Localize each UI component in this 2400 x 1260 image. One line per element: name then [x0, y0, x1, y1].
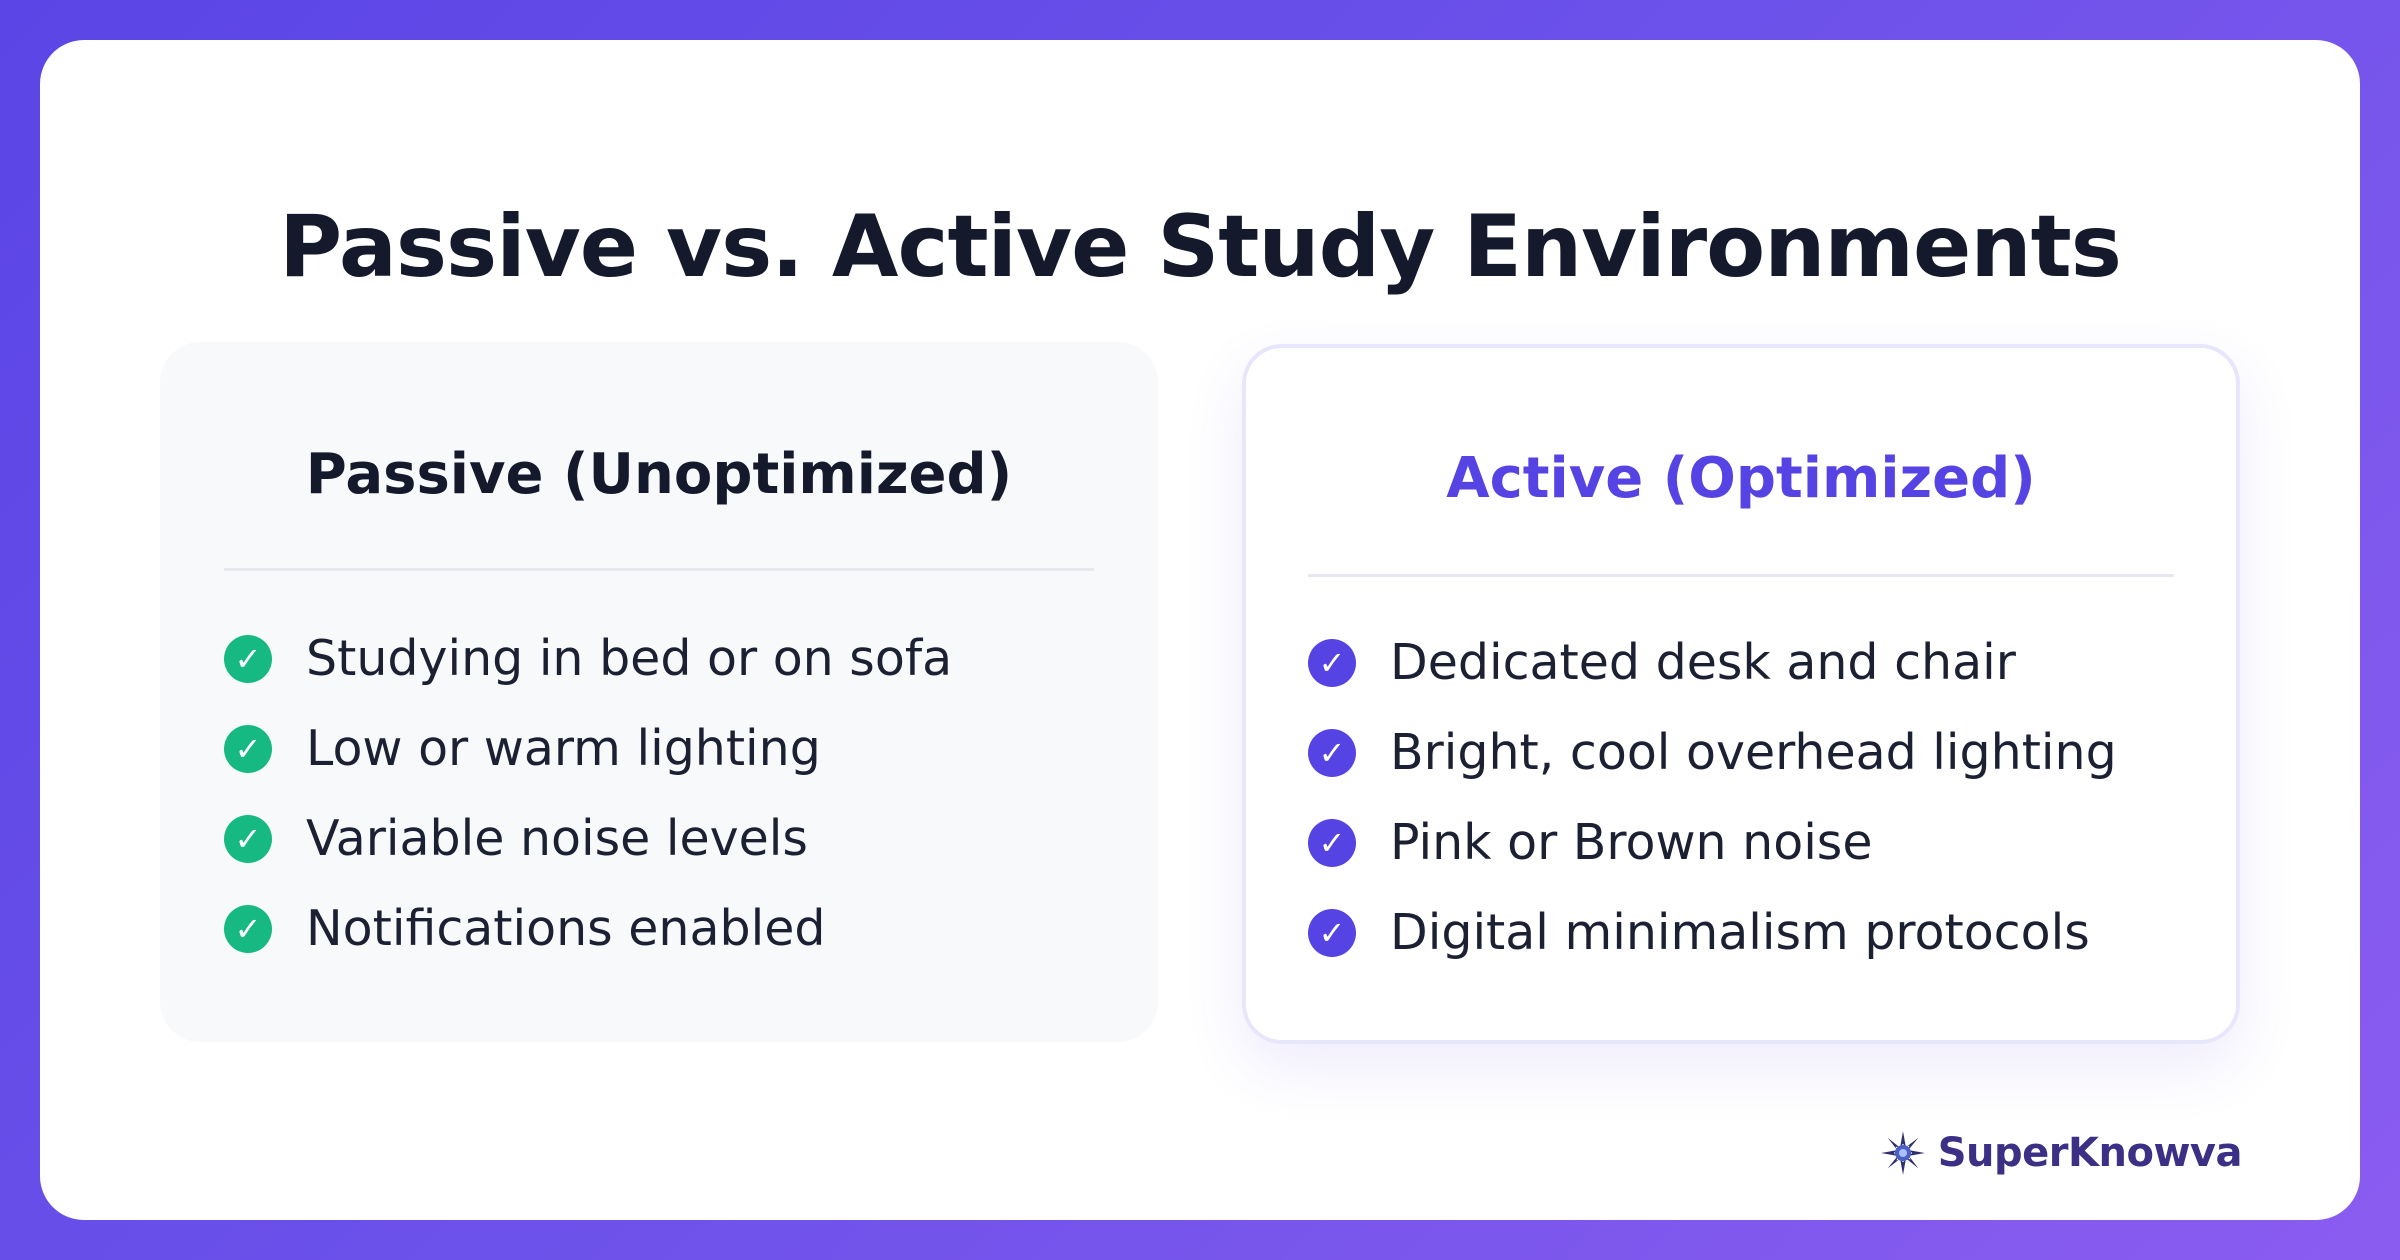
- list-item: ✓ Variable noise levels: [224, 794, 952, 884]
- list-item-label: Variable noise levels: [306, 810, 808, 867]
- check-circle-icon: ✓: [1308, 909, 1356, 957]
- list-item-label: Bright, cool overhead lighting: [1390, 724, 2117, 781]
- list-item-label: Digital minimalism protocols: [1390, 904, 2090, 961]
- check-circle-icon: ✓: [1308, 729, 1356, 777]
- starburst-logo-icon: [1880, 1131, 1925, 1175]
- check-circle-icon: ✓: [1308, 639, 1356, 687]
- passive-panel: Passive (Unoptimized) ✓ Studying in bed …: [160, 342, 1158, 1042]
- check-circle-icon: ✓: [224, 905, 272, 953]
- brand-logo: SuperKnowva: [1880, 1130, 2243, 1176]
- list-item-label: Low or warm lighting: [306, 720, 821, 777]
- active-heading: Active (Optimized): [1446, 446, 2036, 511]
- list-item: ✓ Low or warm lighting: [224, 704, 952, 794]
- list-item: ✓ Pink or Brown noise: [1308, 798, 2117, 888]
- brand-name: SuperKnowva: [1937, 1130, 2243, 1176]
- check-circle-icon: ✓: [224, 815, 272, 863]
- list-item-label: Studying in bed or on sofa: [306, 630, 953, 687]
- check-circle-icon: ✓: [1308, 819, 1356, 867]
- list-item: ✓ Digital minimalism protocols: [1308, 888, 2117, 978]
- list-item-label: Notifications enabled: [306, 900, 826, 957]
- list-item: ✓ Notifications enabled: [224, 884, 952, 974]
- list-item-label: Dedicated desk and chair: [1390, 634, 2016, 691]
- check-circle-icon: ✓: [224, 635, 272, 683]
- list-item: ✓ Dedicated desk and chair: [1308, 618, 2117, 708]
- active-list: ✓ Dedicated desk and chair ✓ Bright, coo…: [1308, 618, 2117, 978]
- list-item: ✓ Bright, cool overhead lighting: [1308, 708, 2117, 798]
- active-divider: [1308, 574, 2174, 577]
- list-item-label: Pink or Brown noise: [1390, 814, 1873, 871]
- active-panel: Active (Optimized) ✓ Dedicated desk and …: [1242, 344, 2240, 1044]
- list-item: ✓ Studying in bed or on sofa: [224, 614, 952, 704]
- passive-divider: [224, 568, 1094, 571]
- check-circle-icon: ✓: [224, 725, 272, 773]
- page-title: Passive vs. Active Study Environments: [279, 197, 2122, 297]
- passive-list: ✓ Studying in bed or on sofa ✓ Low or wa…: [224, 614, 952, 974]
- content-card: Passive vs. Active Study Environments Pa…: [40, 40, 2360, 1220]
- passive-heading: Passive (Unoptimized): [305, 442, 1013, 507]
